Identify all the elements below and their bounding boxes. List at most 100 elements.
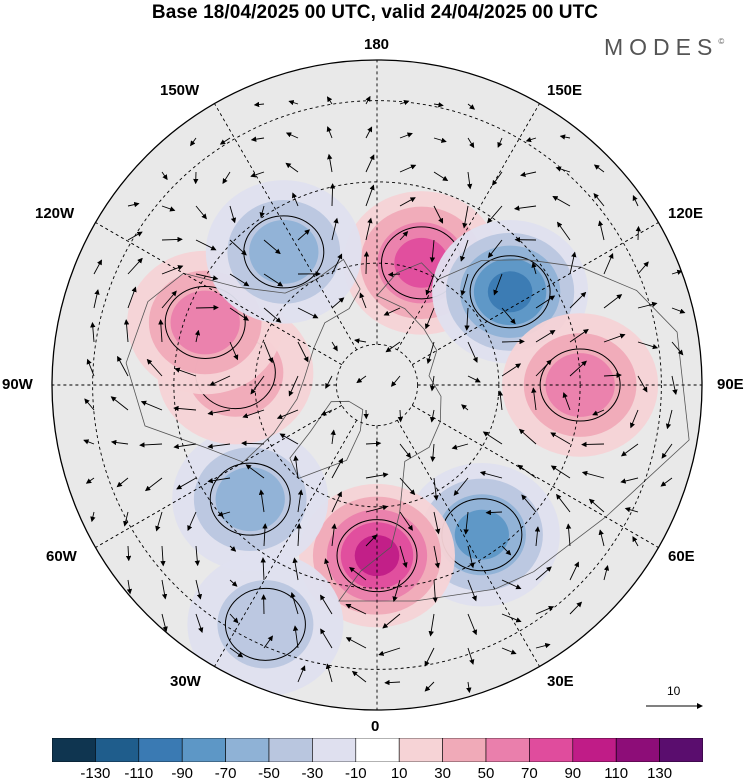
wind-arrow (429, 409, 436, 423)
wind-arrow (550, 465, 571, 479)
wind-arrow (555, 166, 571, 173)
wind-arrow (581, 441, 605, 448)
wind-arrow (144, 477, 163, 492)
wind-arrow (217, 511, 231, 517)
wind-arrow (559, 134, 571, 140)
wind-arrow (603, 252, 614, 275)
map-title: Base 18/04/2025 00 UTC, valid 24/04/2025… (151, 2, 599, 23)
wind-arrow (501, 338, 525, 345)
wind-arrow (603, 372, 622, 378)
wind-arrow (258, 489, 265, 513)
wind-arrow (127, 286, 137, 309)
wind-arrow (399, 443, 412, 459)
wind-arrow (297, 341, 309, 363)
wind-arrow (127, 201, 140, 208)
wind-arrow (671, 307, 686, 314)
wind-arrow (501, 613, 522, 623)
colorbar-swatch (181, 738, 226, 762)
wind-arrow (110, 439, 129, 446)
wind-arrow (535, 605, 555, 615)
wind-arrow (535, 566, 552, 581)
wind-arrow (241, 440, 265, 447)
meridian (214, 419, 358, 667)
wind-arrow (326, 96, 333, 105)
wind-arrow (430, 443, 436, 463)
colorbar-swatch (52, 738, 96, 762)
geopotential-contour (469, 255, 551, 329)
wind-arrow (466, 171, 473, 190)
wind-arrow (245, 464, 265, 479)
wind-arrow (290, 592, 299, 615)
wind-arrow (325, 375, 333, 389)
wind-arrow (661, 443, 673, 459)
wind-arrow (326, 126, 333, 139)
wind-arrow (603, 294, 623, 309)
wind-arrow (620, 443, 639, 457)
wind-arrow (671, 341, 684, 356)
wind-arrow (161, 290, 177, 309)
wind-arrow (569, 601, 583, 615)
wind-arrow (365, 534, 378, 547)
wind-arrow (354, 338, 367, 344)
coastline-0 (125, 258, 361, 463)
map-border (51, 59, 703, 711)
lon-label-90e: 90E (717, 376, 744, 393)
wind-arrow (345, 637, 367, 649)
wind-arrow (467, 137, 475, 149)
wind-arrow (85, 477, 95, 484)
colorbar-tick-label: -30 (301, 765, 324, 782)
wind-arrow (397, 409, 404, 423)
wind-arrow (116, 477, 129, 488)
wind-arrow (581, 470, 605, 479)
wind-arrow (219, 137, 231, 145)
wind-arrow (460, 273, 469, 296)
geopotential-contour (224, 587, 306, 661)
anomaly-contour (354, 535, 400, 577)
wind-arrow (384, 679, 401, 686)
anomaly-contour (217, 580, 314, 669)
wind-arrow (296, 523, 302, 547)
wind-arrow (324, 558, 333, 581)
wind-arrow (426, 341, 435, 364)
wind-arrow (525, 137, 537, 143)
wind-arrow (569, 561, 579, 581)
wind-arrow (363, 251, 370, 275)
wind-arrow (598, 529, 605, 547)
wind-arrow (520, 171, 537, 177)
wind-arrow (424, 647, 435, 667)
wind-arrow (660, 477, 673, 487)
wind-arrow (139, 442, 163, 448)
wind-arrow (288, 375, 299, 397)
wind-arrow (345, 603, 367, 615)
latitude-circle (254, 262, 500, 508)
wind-arrow (535, 295, 556, 309)
wind-arrow (90, 511, 96, 523)
wind-arrow (146, 358, 163, 377)
wind-arrow (518, 428, 537, 445)
geopotential-contour (209, 462, 291, 536)
latitude-circle (92, 100, 662, 670)
wind-arrow (174, 367, 197, 377)
colorbar-swatch (398, 738, 443, 762)
colorbar-tick-label: 130 (647, 765, 673, 782)
wind-arrow (351, 670, 367, 683)
colorbar-tick-label: -50 (258, 765, 280, 782)
wind-arrow (424, 307, 435, 330)
wind-arrow (501, 545, 512, 556)
wind-arrow (464, 307, 470, 331)
colorbar-swatch (95, 738, 140, 762)
colorbar-swatch (355, 738, 400, 762)
coastline-2 (338, 259, 690, 602)
wind-arrow (207, 477, 231, 484)
wind-arrow (356, 375, 367, 384)
wind-arrow (535, 359, 552, 377)
wind-arrow (603, 565, 610, 581)
wind-arrow (428, 613, 435, 637)
colorbar-tick-label: -110 (124, 765, 154, 782)
wind-arrow (482, 431, 503, 445)
wind-arrow (466, 681, 472, 694)
wind-arrow (637, 341, 659, 350)
wind-arrow (535, 642, 551, 649)
lon-label-120w: 120W (35, 205, 75, 222)
wind-arrow (433, 205, 444, 224)
